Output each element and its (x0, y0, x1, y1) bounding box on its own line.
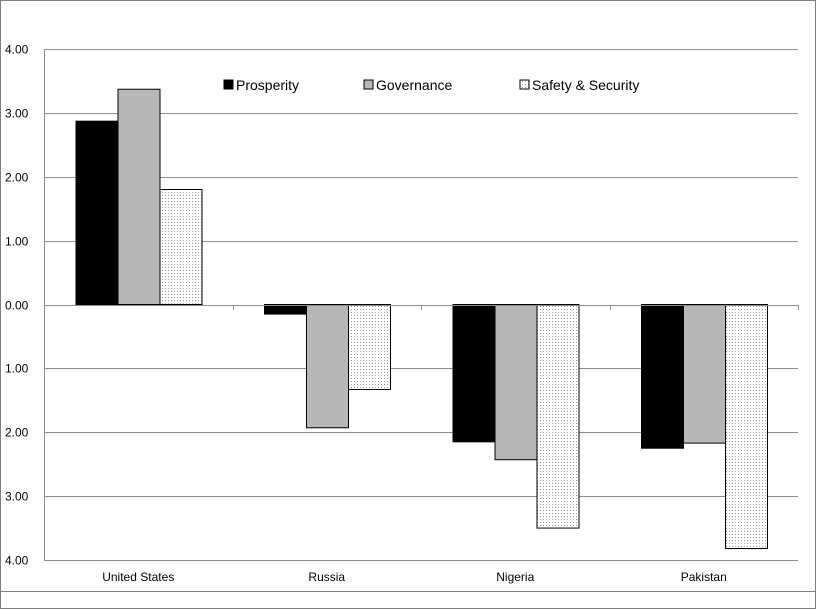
y-tick-label: 4.00 (5, 554, 29, 568)
legend-swatch (363, 79, 374, 90)
bar-safety-security-pakistan (725, 304, 768, 550)
y-tick-label: 3.00 (5, 107, 29, 121)
x-category-label: Nigeria (496, 570, 534, 584)
bar-governance-united-states (117, 88, 161, 305)
bar-governance-russia (306, 304, 349, 429)
legend: Prosperity Governance Safety & Security (223, 77, 639, 93)
bar-prosperity-nigeria (452, 304, 496, 443)
y-tick-label: 4.00 (5, 43, 29, 57)
x-category-label: Pakistan (681, 570, 727, 584)
legend-swatch (519, 79, 530, 90)
legend-label: Prosperity (236, 77, 299, 93)
axes (44, 49, 799, 560)
legend-swatch (223, 79, 234, 90)
x-category-label: United States (102, 570, 174, 584)
legend-label: Safety & Security (532, 77, 639, 93)
bar-safety-security-united-states (159, 189, 203, 305)
bar-prosperity-united-states (75, 120, 119, 305)
labels: 4.00 3.00 2.00 1.00 0.00 1.00 2.00 3.00 4.00 Unit… (5, 43, 727, 585)
legend-label: Governance (376, 77, 452, 93)
y-tick-label: 2.00 (5, 171, 29, 185)
bar-prosperity-pakistan (641, 304, 684, 449)
y-tick-label: 0.00 (5, 299, 29, 313)
bars (75, 88, 768, 550)
bar-safety-security-russia (348, 304, 391, 390)
bar-governance-pakistan (683, 304, 726, 444)
bar-governance-nigeria (494, 304, 538, 461)
y-tick-label: 1.00 (5, 362, 29, 376)
bar-safety-security-nigeria (536, 304, 580, 529)
y-tick-label: 1.00 (5, 235, 29, 249)
y-tick-label: 3.00 (5, 490, 29, 504)
x-category-label: Russia (308, 570, 345, 584)
y-tick-label: 2.00 (5, 426, 29, 440)
